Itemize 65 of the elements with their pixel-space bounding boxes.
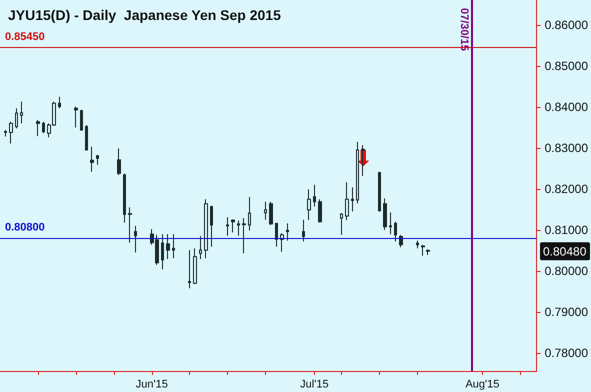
candlestick [123,172,126,224]
candlestick [199,236,202,260]
candlestick [264,201,267,220]
text: 0.80480 [543,244,587,258]
candlestick [20,101,23,124]
x-tick-label: Jul'15 [300,378,329,390]
candlestick [188,250,191,289]
y-tick-label: 0.86000 [544,18,588,32]
candlestick [378,171,381,212]
candlestick [318,198,322,224]
candlestick [36,120,40,137]
candlestick [226,216,229,236]
candlestick [96,154,99,166]
candlestick [193,248,197,285]
candlestick [280,232,284,252]
y-tick-label: 0.80000 [544,264,588,278]
candlestick [172,234,175,259]
candlestick [416,240,419,249]
candlestick [340,212,343,236]
candlestick [80,109,83,132]
candlestick [307,188,311,221]
candlestick [426,248,430,256]
candlestick [85,124,88,151]
candlestick [313,184,316,208]
y-tick-label: 0.84000 [544,100,588,114]
candlestick [42,121,45,134]
candlestick [4,129,7,138]
candlestick [302,219,305,242]
ref-line-label: 07/30/15 [458,8,470,51]
y-tick-label: 0.81000 [544,222,588,237]
candlestick [210,205,213,248]
candlestick [389,212,392,235]
x-tick-label: Aug'15 [465,378,500,390]
candlestick [351,186,354,212]
candlestick [74,106,78,128]
candlestick [134,225,137,254]
candlestick [58,96,61,109]
candlestick [9,121,13,144]
candlestick [248,196,251,231]
ref-line-label: 0.80800 [5,222,45,234]
candlestick [345,182,349,221]
candlestick [15,108,18,129]
candlestick [204,198,208,259]
candlestick [394,221,397,242]
text: JYU15(D) - Daily Japanese Yen Sep 2015 [8,7,282,23]
y-tick-label: 0.79000 [544,304,588,319]
y-tick-label: 0.83000 [544,140,588,155]
candlestick [231,218,235,233]
ref-line-label: 0.85450 [5,31,45,44]
candlestick [117,148,121,176]
candlestick [161,234,164,270]
y-tick-label: 0.85000 [544,59,588,73]
candlestick [128,206,132,244]
candlestick [242,218,246,254]
y-tick-label: 0.82000 [544,182,588,196]
candlestick [90,146,94,172]
y-tick-label: 0.78000 [544,346,588,360]
x-tick-label: Jun'15 [136,378,168,390]
candlestick [421,244,425,256]
candlestick [275,222,278,248]
candlestick [383,198,387,230]
candlestick [269,201,273,226]
candlestick [166,234,170,260]
candlestick [237,220,240,236]
candlestick [286,222,289,242]
